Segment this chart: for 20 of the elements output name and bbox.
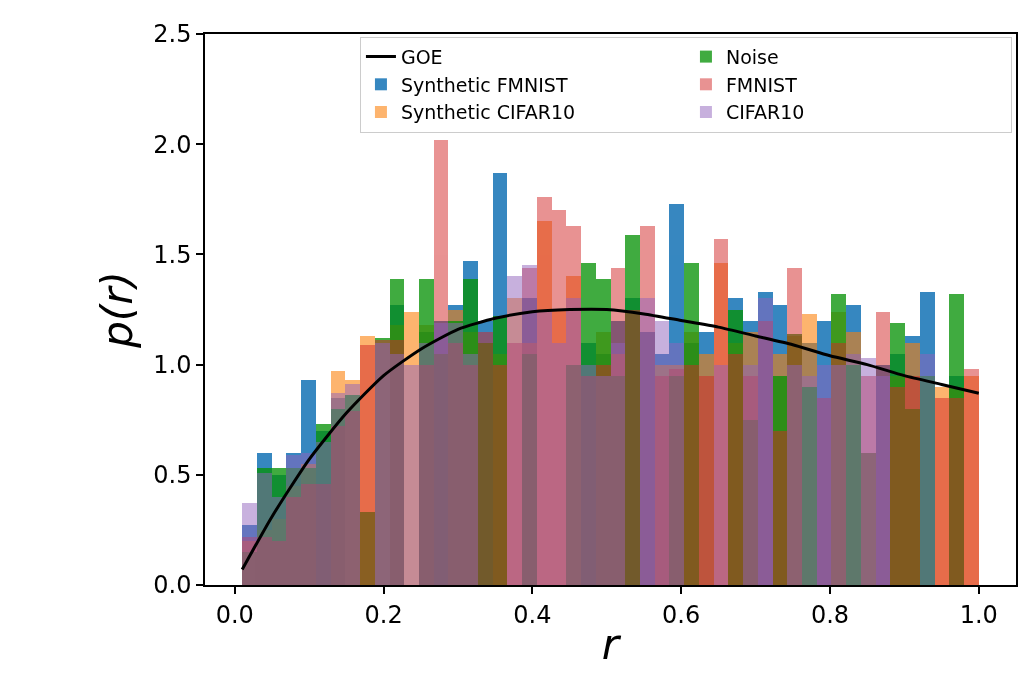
x-tick-label: 0.0: [215, 600, 254, 629]
y-tick-label: 2.5: [153, 20, 192, 49]
y-tick-label: 1.0: [153, 351, 192, 379]
x-tick-label: 0.6: [662, 600, 701, 629]
y-axis-title: p(r): [92, 271, 142, 349]
x-tick-label: 1.0: [959, 600, 998, 629]
legend-label: FMNIST: [725, 73, 798, 96]
legend-label: Noise: [725, 46, 779, 69]
y-tick-label: 2.0: [153, 130, 192, 159]
x-tick-label: 0.4: [513, 600, 552, 629]
y-tick-label: 0.0: [153, 571, 192, 600]
legend-label: CIFAR10: [725, 101, 805, 124]
x-axis-title: r: [601, 619, 622, 669]
y-tick-label: 1.5: [153, 240, 192, 269]
x-tick-label: 0.8: [810, 600, 850, 629]
legend-label: Synthetic FMNIST: [400, 73, 568, 96]
x-tick-label: 0.2: [364, 600, 403, 629]
y-tick-label: 0.5: [153, 461, 192, 490]
legend-label: Synthetic CIFAR10: [400, 101, 576, 124]
legend-label: GOE: [400, 46, 443, 69]
